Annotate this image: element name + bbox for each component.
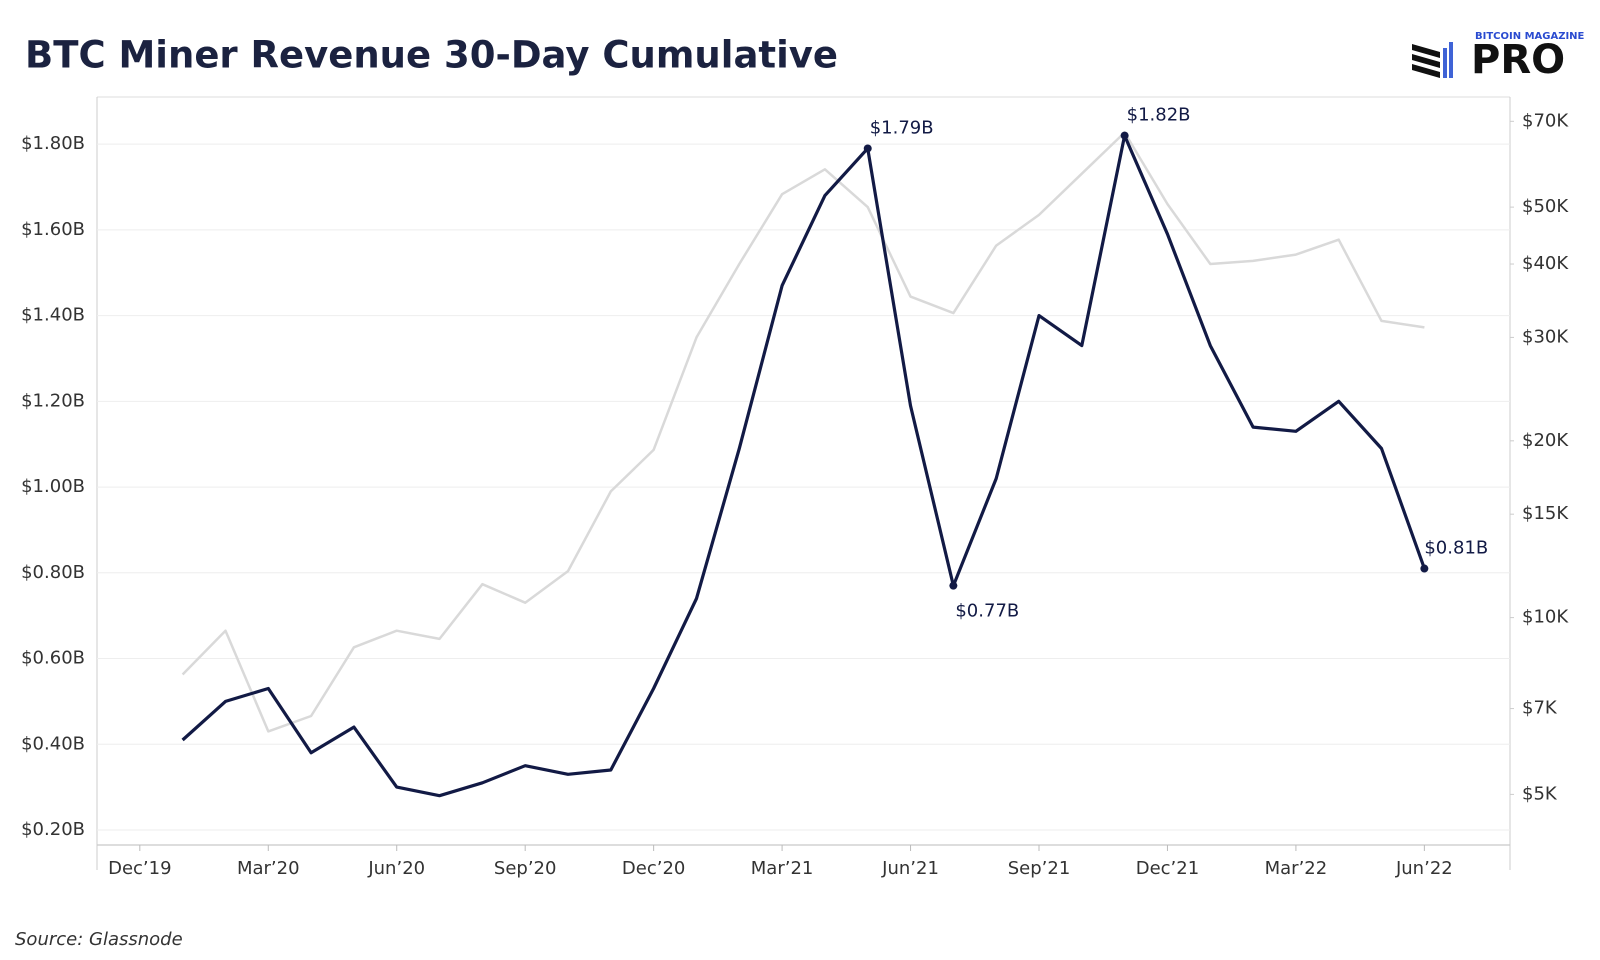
y2-tick-label: $20K	[1522, 430, 1569, 451]
y-tick-label: $0.40B	[21, 733, 85, 754]
value-label: $1.82B	[1127, 105, 1191, 126]
point-marker	[1420, 564, 1429, 573]
y-tick-label: $1.80B	[21, 133, 85, 154]
x-tick-label: Dec’20	[622, 858, 685, 879]
logo-bar	[1449, 42, 1453, 78]
y-tick-label: $1.00B	[21, 476, 85, 497]
logo: BITCOIN MAGAZINE PRO	[1412, 31, 1585, 83]
value-label: $0.77B	[955, 601, 1019, 622]
chart-title: BTC Miner Revenue 30-Day Cumulative	[25, 34, 838, 77]
y-tick-label: $0.20B	[21, 819, 85, 840]
logo-bar	[1443, 48, 1447, 78]
y2-tick-label: $50K	[1522, 196, 1569, 217]
logo-stripe	[1412, 54, 1440, 68]
x-tick-label: Sep’21	[1008, 858, 1071, 879]
y2-tick-label: $70K	[1522, 110, 1569, 131]
y2-tick-label: $10K	[1522, 607, 1569, 628]
point-marker	[863, 144, 872, 153]
point-marker	[1120, 131, 1129, 140]
logo-stripe	[1412, 44, 1440, 58]
y-tick-label: $0.80B	[21, 562, 85, 583]
value-label: $1.79B	[870, 117, 934, 138]
y-tick-label: $1.60B	[21, 219, 85, 240]
x-tick-label: Jun’20	[367, 858, 425, 879]
x-tick-label: Dec’21	[1136, 858, 1199, 879]
source: Source: Glassnode	[15, 929, 183, 950]
x-tick-label: Mar’22	[1265, 858, 1328, 879]
logo-pro: PRO	[1471, 37, 1565, 83]
x-tick-label: Mar’20	[237, 858, 300, 879]
x-tick-label: Sep’20	[494, 858, 557, 879]
y2-tick-label: $40K	[1522, 253, 1569, 274]
y2-tick-label: $5K	[1522, 783, 1558, 804]
y-tick-label: $1.40B	[21, 305, 85, 326]
y2-tick-label: $15K	[1522, 503, 1569, 524]
x-tick-label: Mar’21	[751, 858, 814, 879]
logo-top: BITCOIN MAGAZINE	[1475, 31, 1585, 42]
y-tick-label: $1.20B	[21, 390, 85, 411]
y2-tick-label: $7K	[1522, 698, 1558, 719]
x-tick-label: Dec’19	[108, 858, 171, 879]
series-line	[181, 134, 1426, 798]
logo-stripe	[1412, 64, 1440, 78]
x-tick-label: Jun’22	[1395, 858, 1453, 879]
y2-tick-label: $30K	[1522, 326, 1569, 347]
series-line	[181, 131, 1425, 733]
y-tick-label: $0.60B	[21, 648, 85, 669]
value-label: $0.81B	[1424, 538, 1488, 559]
x-tick-label: Jun’21	[881, 858, 939, 879]
point-marker	[949, 581, 958, 590]
